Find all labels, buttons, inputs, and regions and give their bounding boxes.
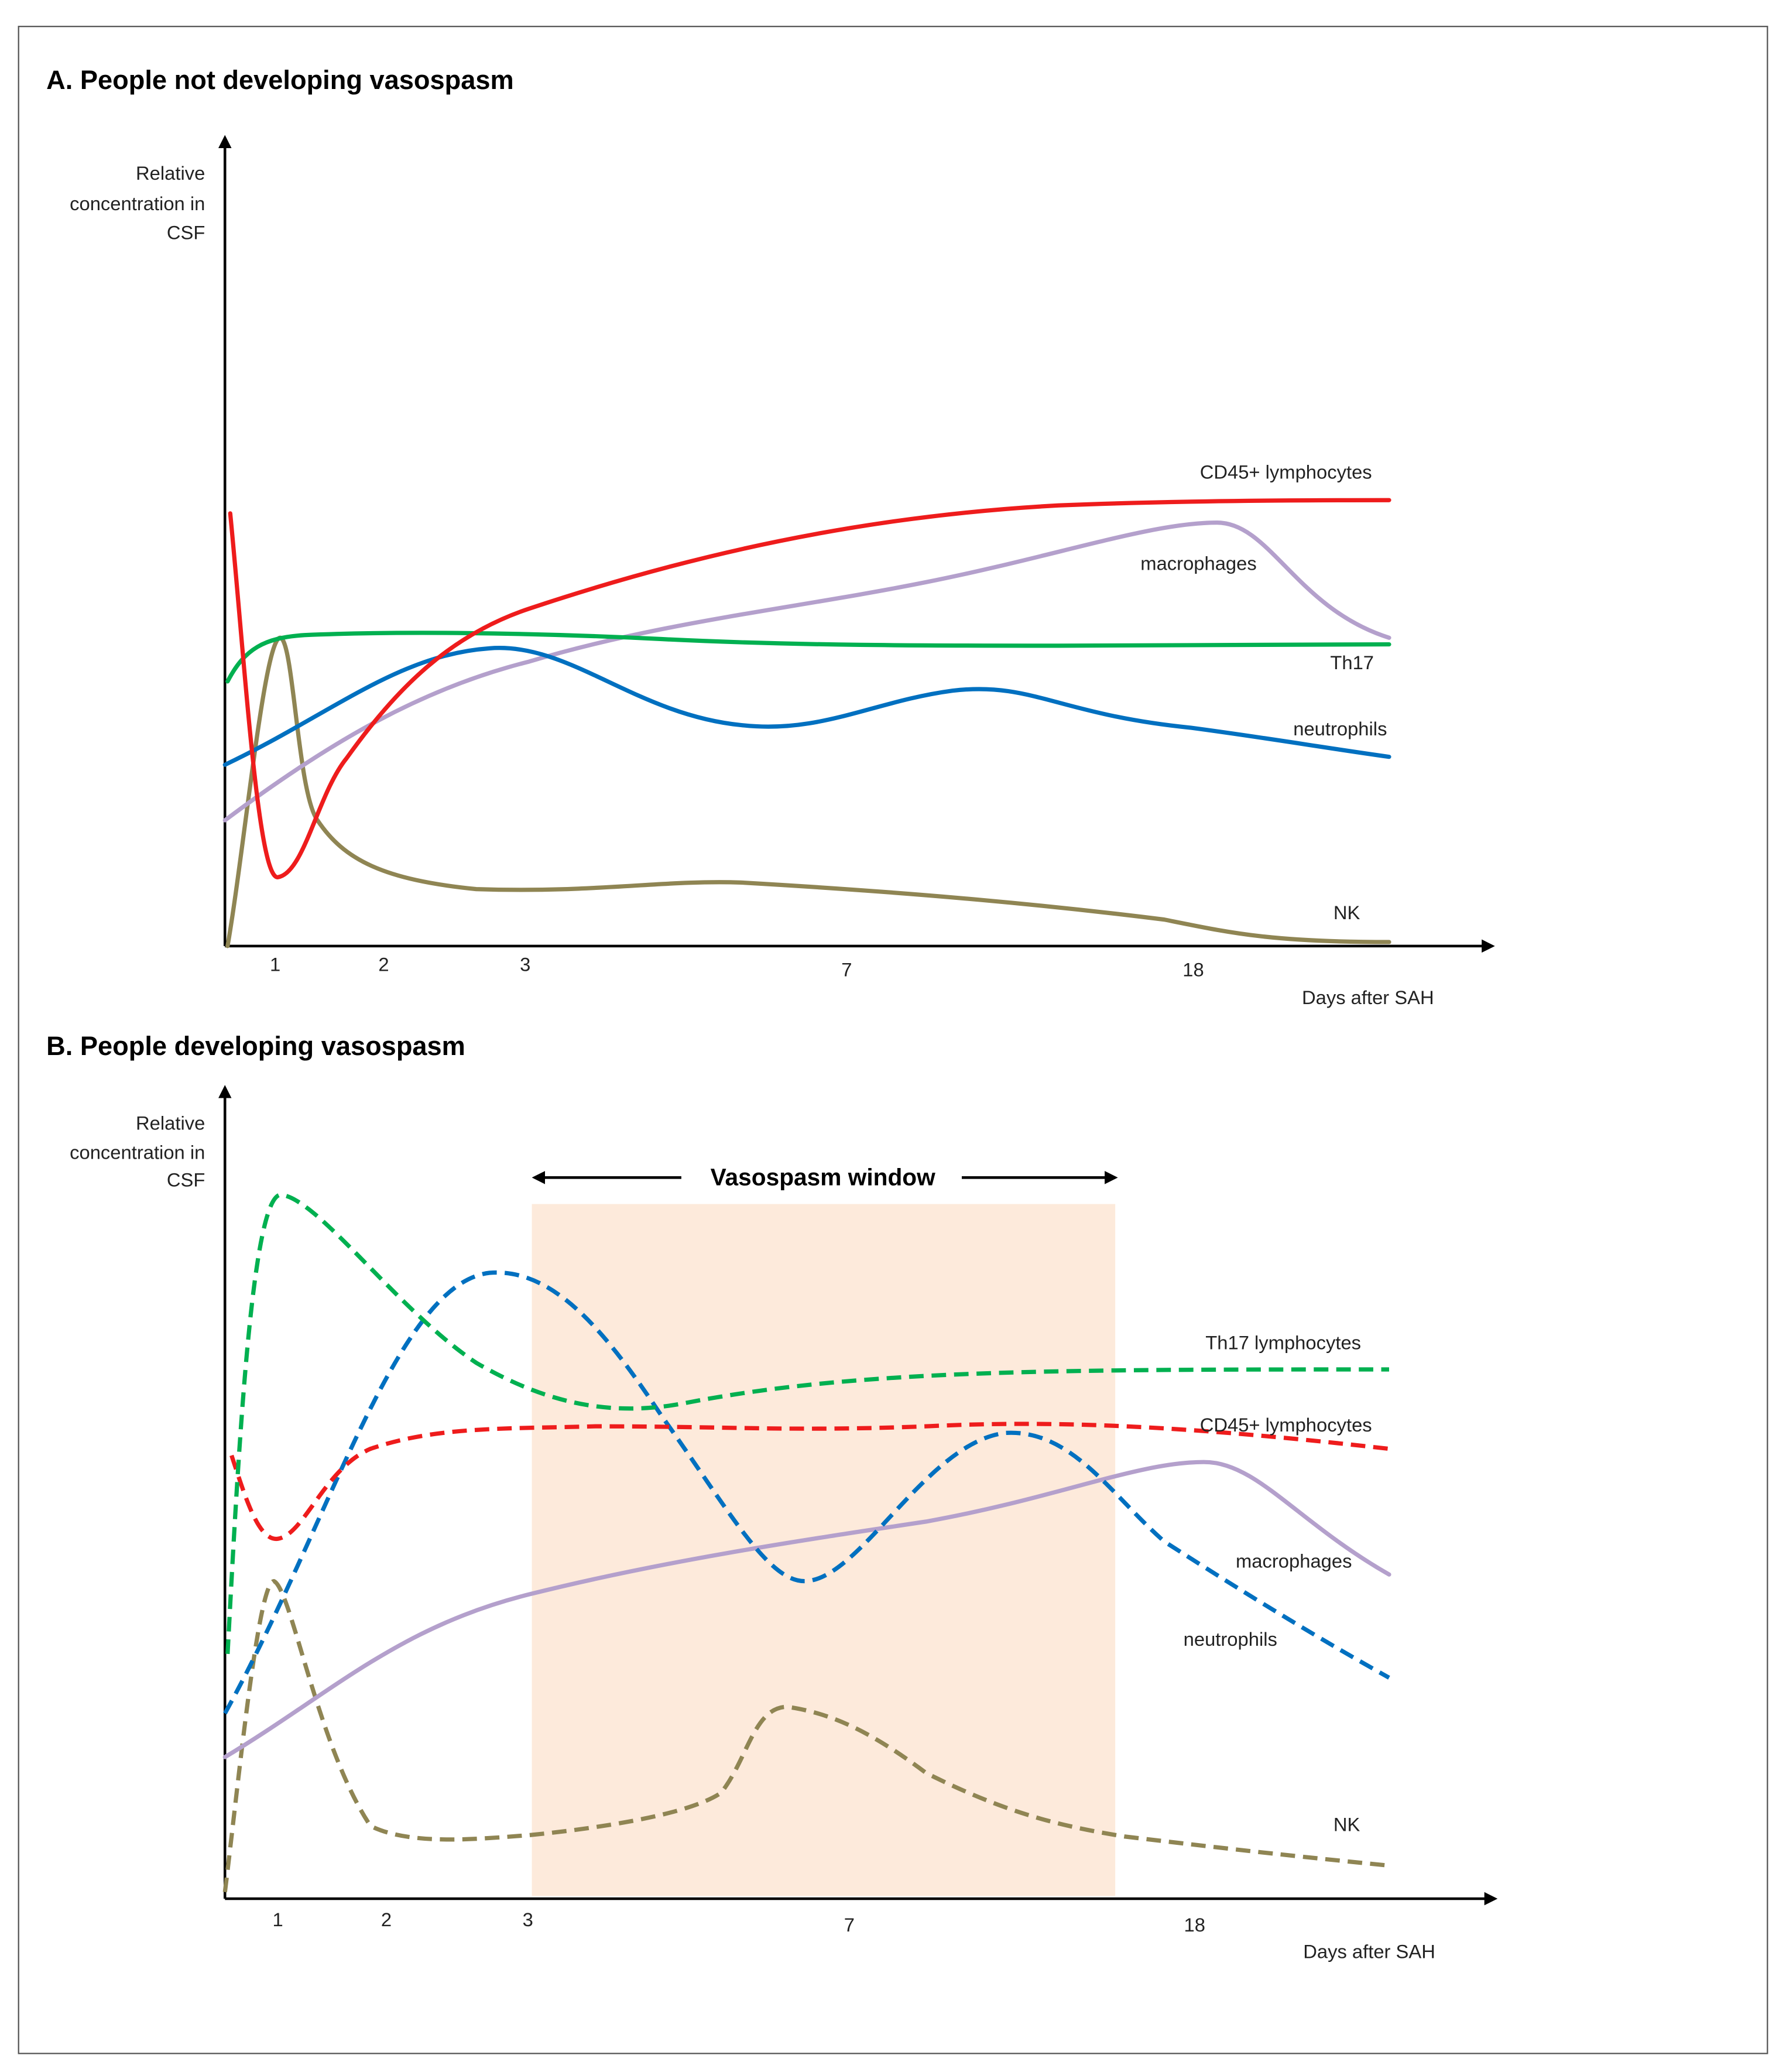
y-axis-label: Relative — [136, 1112, 205, 1134]
curve-label: NK — [1333, 902, 1360, 923]
y-axis-label: concentration in — [70, 1141, 205, 1163]
curve-label: macrophages — [1236, 1550, 1352, 1572]
x-tick-label: 2 — [381, 1909, 392, 1930]
curve-macrophages — [222, 1460, 1391, 1759]
curve-label: CD45+ lymphocytes — [1200, 461, 1372, 483]
x-tick-label: 2 — [378, 953, 389, 975]
x-tick-label: 7 — [841, 958, 852, 980]
curve-label: CD45+ lymphocytes — [1200, 1414, 1372, 1436]
x-tick-label: 18 — [1184, 1914, 1205, 1936]
curve-th17 — [225, 1193, 1389, 1655]
x-axis-label: Days after SAH — [1302, 987, 1434, 1008]
x-tick-label: 7 — [844, 1914, 855, 1936]
x-tick-label: 1 — [270, 953, 280, 975]
y-axis-label: concentration in — [70, 193, 205, 214]
curve-label: Th17 lymphocytes — [1205, 1332, 1361, 1354]
curve-label: Th17 — [1330, 652, 1374, 673]
frame — [18, 26, 1768, 2054]
y-axis-label: CSF — [167, 222, 205, 244]
x-axis-label: Days after SAH — [1303, 1940, 1435, 1962]
x-tick-label: 3 — [520, 953, 530, 975]
x-tick-label: 3 — [523, 1909, 533, 1930]
panel-b: B. People developing vasospasm Relative … — [46, 1031, 1498, 1962]
curve-neutrophils — [222, 646, 1391, 767]
curve-th17 — [225, 631, 1391, 684]
y-axis-label: Relative — [136, 162, 205, 184]
y-axis-label: CSF — [167, 1169, 205, 1191]
x-tick-label: 1 — [273, 1909, 283, 1930]
curve-cd45 — [229, 1422, 1390, 1541]
curve-label: neutrophils — [1184, 1628, 1277, 1650]
curve-macrophages — [222, 520, 1391, 823]
window-label: Vasospasm window — [711, 1163, 935, 1190]
curve-label: neutrophils — [1293, 718, 1387, 739]
vasospasm-window — [532, 1204, 1116, 1896]
panel-title: A. People not developing vasospasm — [46, 65, 514, 95]
curve-nk — [225, 635, 1391, 948]
curve-cd45 — [228, 498, 1391, 879]
panel-title: B. People developing vasospasm — [46, 1031, 465, 1061]
panel-a: A. People not developing vasospasm Relat… — [46, 65, 1495, 1008]
curve-label: macrophages — [1140, 553, 1256, 574]
x-tick-label: 18 — [1182, 958, 1204, 980]
curve-label: NK — [1333, 1813, 1360, 1835]
curve-nk — [222, 1578, 1390, 1893]
